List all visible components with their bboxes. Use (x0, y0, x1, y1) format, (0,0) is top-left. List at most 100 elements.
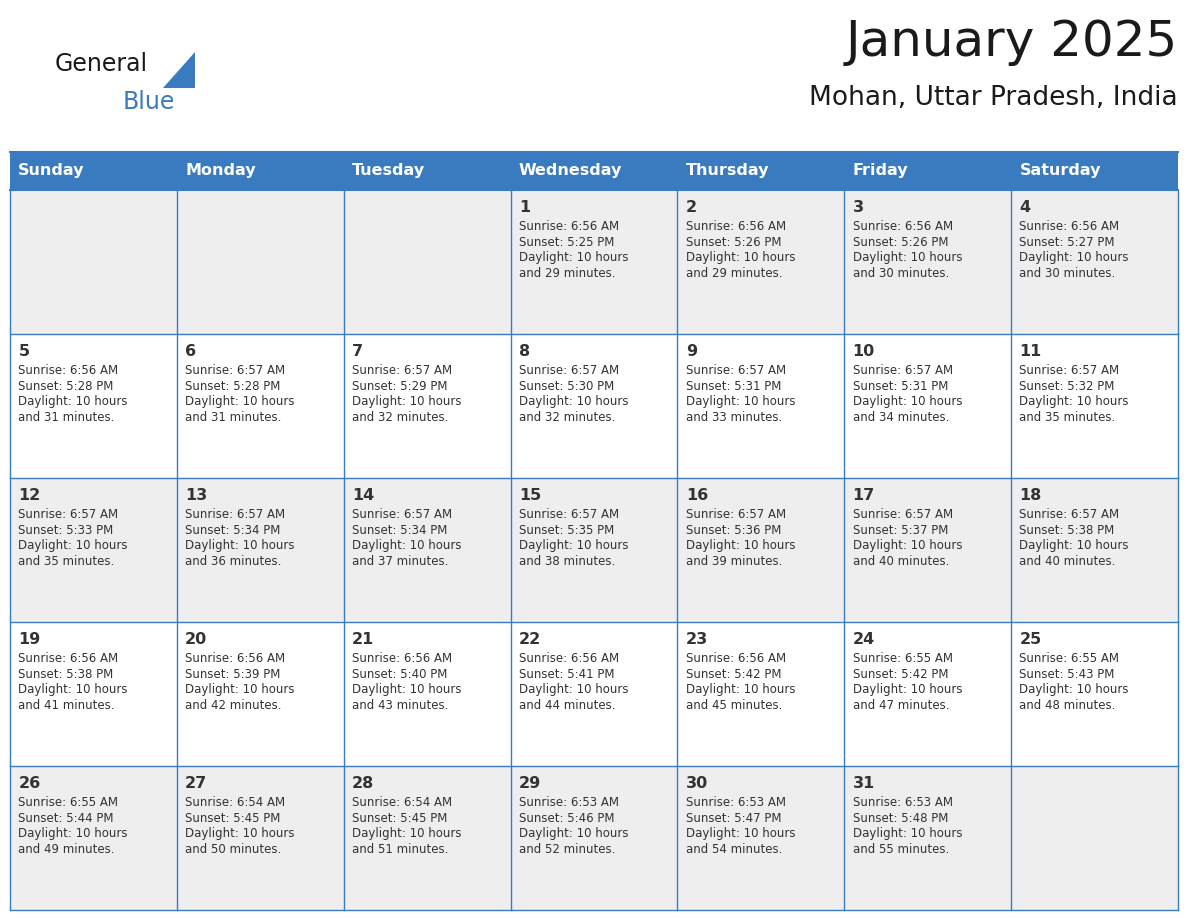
Text: 24: 24 (853, 633, 874, 647)
Text: Sunrise: 6:56 AM: Sunrise: 6:56 AM (18, 652, 119, 665)
Text: Sunday: Sunday (18, 163, 84, 178)
Text: Sunrise: 6:57 AM: Sunrise: 6:57 AM (18, 508, 119, 521)
Text: Daylight: 10 hours: Daylight: 10 hours (1019, 252, 1129, 264)
Bar (845, 152, 1011, 190)
Text: and 55 minutes.: and 55 minutes. (853, 843, 949, 856)
Text: General: General (55, 52, 148, 76)
Bar (10, 622, 177, 766)
Bar (511, 152, 677, 190)
Text: Sunrise: 6:57 AM: Sunrise: 6:57 AM (352, 364, 453, 377)
Text: Mohan, Uttar Pradesh, India: Mohan, Uttar Pradesh, India (809, 85, 1178, 111)
Text: and 42 minutes.: and 42 minutes. (185, 699, 282, 711)
Text: and 54 minutes.: and 54 minutes. (685, 843, 782, 856)
Text: Sunrise: 6:55 AM: Sunrise: 6:55 AM (853, 652, 953, 665)
Text: Sunrise: 6:57 AM: Sunrise: 6:57 AM (1019, 364, 1119, 377)
Text: Sunset: 5:31 PM: Sunset: 5:31 PM (853, 379, 948, 393)
Text: Sunset: 5:30 PM: Sunset: 5:30 PM (519, 379, 614, 393)
Bar (511, 334, 677, 478)
Text: and 29 minutes.: and 29 minutes. (685, 266, 782, 280)
Text: Daylight: 10 hours: Daylight: 10 hours (685, 252, 795, 264)
Text: and 49 minutes.: and 49 minutes. (18, 843, 115, 856)
Text: 25: 25 (1019, 633, 1042, 647)
Text: and 36 minutes.: and 36 minutes. (185, 554, 282, 567)
Bar (343, 190, 511, 334)
Bar (511, 478, 677, 622)
Bar (177, 622, 343, 766)
Bar (1011, 478, 1178, 622)
Bar (10, 478, 177, 622)
Text: and 51 minutes.: and 51 minutes. (352, 843, 448, 856)
Bar (343, 622, 511, 766)
Text: and 41 minutes.: and 41 minutes. (18, 699, 115, 711)
Text: 3: 3 (853, 200, 864, 215)
Text: and 39 minutes.: and 39 minutes. (685, 554, 782, 567)
Text: 6: 6 (185, 344, 196, 359)
Bar (1011, 152, 1178, 190)
Text: and 29 minutes.: and 29 minutes. (519, 266, 615, 280)
Bar (845, 478, 1011, 622)
Text: Sunrise: 6:57 AM: Sunrise: 6:57 AM (685, 364, 786, 377)
Text: Daylight: 10 hours: Daylight: 10 hours (685, 395, 795, 409)
Text: 14: 14 (352, 488, 374, 503)
Text: 11: 11 (1019, 344, 1042, 359)
Text: Sunrise: 6:56 AM: Sunrise: 6:56 AM (352, 652, 453, 665)
Text: and 35 minutes.: and 35 minutes. (18, 554, 114, 567)
Text: and 43 minutes.: and 43 minutes. (352, 699, 448, 711)
Text: Sunset: 5:25 PM: Sunset: 5:25 PM (519, 236, 614, 249)
Text: 5: 5 (18, 344, 30, 359)
Text: Sunrise: 6:55 AM: Sunrise: 6:55 AM (1019, 652, 1119, 665)
Text: Daylight: 10 hours: Daylight: 10 hours (685, 539, 795, 552)
Bar (845, 190, 1011, 334)
Text: Sunrise: 6:56 AM: Sunrise: 6:56 AM (519, 652, 619, 665)
Bar (677, 766, 845, 910)
Text: 12: 12 (18, 488, 40, 503)
Text: Daylight: 10 hours: Daylight: 10 hours (352, 539, 462, 552)
Text: 26: 26 (18, 776, 40, 791)
Bar (511, 622, 677, 766)
Text: Sunset: 5:27 PM: Sunset: 5:27 PM (1019, 236, 1116, 249)
Text: 4: 4 (1019, 200, 1031, 215)
Bar (1011, 766, 1178, 910)
Bar (1011, 622, 1178, 766)
Bar (845, 334, 1011, 478)
Text: Sunset: 5:39 PM: Sunset: 5:39 PM (185, 667, 280, 680)
Bar (1011, 190, 1178, 334)
Text: Sunset: 5:45 PM: Sunset: 5:45 PM (185, 812, 280, 824)
Text: Daylight: 10 hours: Daylight: 10 hours (18, 683, 128, 696)
Text: and 30 minutes.: and 30 minutes. (1019, 266, 1116, 280)
Text: Sunset: 5:43 PM: Sunset: 5:43 PM (1019, 667, 1114, 680)
Text: Sunset: 5:42 PM: Sunset: 5:42 PM (853, 667, 948, 680)
Text: 13: 13 (185, 488, 208, 503)
Text: Sunset: 5:26 PM: Sunset: 5:26 PM (685, 236, 782, 249)
Text: Sunset: 5:31 PM: Sunset: 5:31 PM (685, 379, 782, 393)
Text: Wednesday: Wednesday (519, 163, 623, 178)
Text: 1: 1 (519, 200, 530, 215)
Text: and 32 minutes.: and 32 minutes. (352, 410, 448, 423)
Text: Daylight: 10 hours: Daylight: 10 hours (853, 539, 962, 552)
Text: Sunset: 5:46 PM: Sunset: 5:46 PM (519, 812, 614, 824)
Text: Saturday: Saturday (1019, 163, 1101, 178)
Text: Sunset: 5:28 PM: Sunset: 5:28 PM (185, 379, 280, 393)
Polygon shape (163, 52, 195, 88)
Text: Sunset: 5:38 PM: Sunset: 5:38 PM (1019, 523, 1114, 537)
Text: Sunrise: 6:53 AM: Sunrise: 6:53 AM (685, 796, 785, 809)
Text: Thursday: Thursday (685, 163, 770, 178)
Text: Daylight: 10 hours: Daylight: 10 hours (853, 252, 962, 264)
Text: 8: 8 (519, 344, 530, 359)
Text: 7: 7 (352, 344, 364, 359)
Bar (511, 190, 677, 334)
Bar (10, 334, 177, 478)
Text: Sunrise: 6:54 AM: Sunrise: 6:54 AM (352, 796, 453, 809)
Text: 18: 18 (1019, 488, 1042, 503)
Text: Daylight: 10 hours: Daylight: 10 hours (1019, 395, 1129, 409)
Text: Sunrise: 6:57 AM: Sunrise: 6:57 AM (519, 364, 619, 377)
Text: Sunrise: 6:57 AM: Sunrise: 6:57 AM (685, 508, 786, 521)
Bar (343, 152, 511, 190)
Text: 29: 29 (519, 776, 542, 791)
Text: Daylight: 10 hours: Daylight: 10 hours (853, 395, 962, 409)
Text: and 40 minutes.: and 40 minutes. (853, 554, 949, 567)
Text: Daylight: 10 hours: Daylight: 10 hours (352, 683, 462, 696)
Text: 17: 17 (853, 488, 874, 503)
Text: Sunrise: 6:54 AM: Sunrise: 6:54 AM (185, 796, 285, 809)
Text: Sunrise: 6:56 AM: Sunrise: 6:56 AM (185, 652, 285, 665)
